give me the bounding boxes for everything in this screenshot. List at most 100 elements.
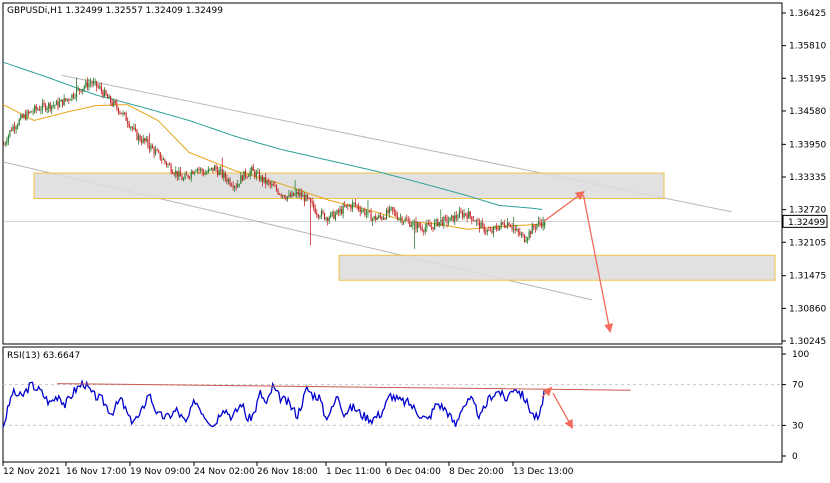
candle-bear: [489, 226, 491, 232]
candle-bull: [243, 171, 245, 181]
candle-bear: [181, 173, 183, 181]
candle-bull: [537, 216, 540, 228]
candle-bull: [542, 216, 544, 231]
candle-bull: [336, 209, 338, 216]
candle-bull: [220, 165, 222, 175]
candle-bear: [491, 226, 493, 235]
candle-bear: [358, 202, 360, 212]
candle-bear: [313, 200, 315, 212]
candle-bear: [347, 203, 349, 211]
candle-bull: [240, 172, 242, 184]
candle-bear: [265, 173, 267, 189]
candle-bear: [189, 176, 191, 180]
candle-bull: [74, 93, 76, 100]
rsi-trendline: [57, 383, 631, 391]
candle-bull: [210, 167, 212, 171]
candle-bear: [432, 226, 434, 232]
candle-bear: [158, 149, 160, 154]
candle-bull: [378, 212, 380, 220]
candle-bear: [139, 133, 141, 142]
candle-bear: [120, 112, 123, 115]
candle-bear: [418, 221, 420, 228]
candle-bear: [215, 164, 217, 173]
candle-bull: [103, 87, 106, 98]
candle-bear: [289, 191, 292, 198]
price-tick-label: 1.30860: [789, 304, 826, 314]
candle-bear: [322, 209, 324, 215]
candle-bull: [531, 222, 533, 235]
candle-bull: [7, 134, 9, 146]
candle-bull: [150, 142, 152, 152]
candle-bear: [201, 167, 203, 176]
candle-bull: [536, 223, 538, 231]
candle-bear: [401, 215, 403, 226]
candle-bear: [421, 224, 423, 233]
candle-bear: [151, 143, 154, 149]
candle-bear: [496, 223, 498, 232]
candle-bear: [147, 136, 149, 149]
candle-bear: [300, 188, 302, 201]
candle-bull: [372, 217, 374, 226]
candle-bear: [285, 194, 287, 201]
candle-bear: [384, 217, 386, 221]
candle-bear: [368, 210, 371, 213]
candle-bull: [4, 141, 6, 147]
candle-bear: [86, 77, 88, 91]
price-tick-label: 1.32720: [789, 206, 826, 216]
candle-bull: [66, 98, 68, 103]
candle-bull: [69, 98, 71, 101]
candle-bear: [136, 128, 138, 141]
candle-bull: [122, 110, 124, 117]
candle-bear: [466, 211, 468, 223]
candle-bear: [192, 169, 194, 175]
candle-bear: [258, 169, 261, 182]
candle-bear: [415, 216, 417, 233]
candle-bear: [465, 212, 467, 217]
candle-bear: [198, 166, 200, 174]
candle-bull: [302, 190, 304, 197]
rsi-panel[interactable]: RSI(13) 63.6647 100 70 30 0: [2, 346, 809, 463]
candle-bull: [58, 97, 61, 108]
candle-bear: [517, 228, 519, 237]
candle-bull: [223, 169, 225, 182]
candle-bull: [34, 104, 36, 114]
candle-bear: [530, 230, 532, 238]
candle-bear: [441, 216, 443, 227]
candle-bull: [348, 204, 350, 207]
candle-bull: [398, 217, 400, 221]
candle-bull: [6, 137, 8, 147]
candle-bull: [167, 163, 169, 168]
candle-bull: [248, 173, 250, 177]
candle-bear: [356, 204, 358, 210]
price-tick-label: 1.30245: [789, 337, 826, 347]
moving-averages: [2, 61, 543, 230]
price-tick-label: 1.33950: [789, 140, 826, 150]
candle-bear: [488, 226, 490, 232]
candle-bull: [361, 206, 363, 215]
rsi-trend-line: [57, 383, 631, 391]
candle-bull: [520, 231, 522, 239]
candle-bear: [148, 133, 150, 154]
candle-bear: [203, 168, 205, 177]
candle-bear: [333, 209, 335, 220]
candle-bull: [48, 102, 50, 113]
candle-bear: [375, 213, 377, 223]
candle-bear: [540, 219, 543, 229]
candle-bear: [176, 170, 178, 181]
price-tick-label: 1.32105: [789, 238, 826, 248]
candle-bull: [12, 124, 14, 132]
candle-bull: [339, 205, 341, 216]
candle-bear: [141, 136, 143, 146]
candle-bull: [296, 188, 298, 198]
candle-bear: [68, 97, 70, 104]
candle-bear: [168, 161, 171, 166]
candle-bull: [362, 208, 364, 213]
candle-bear: [161, 154, 163, 164]
rsi-tick-label: 30: [792, 421, 804, 431]
candle-bear: [49, 101, 51, 113]
candle-bull: [449, 217, 451, 222]
candle-bear: [241, 174, 243, 182]
candle-bull: [390, 206, 392, 212]
main-panel[interactable]: GBPUSDi,H1 1.32499 1.32557 1.32409 1.324…: [2, 2, 828, 347]
